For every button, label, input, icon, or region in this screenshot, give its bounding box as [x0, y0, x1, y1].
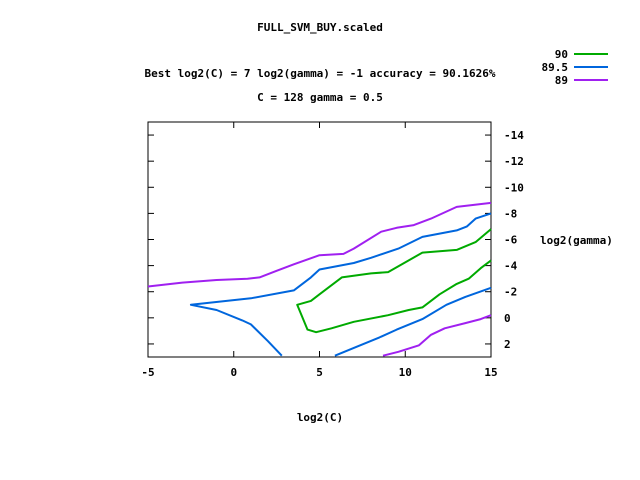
- y-tick-label: -10: [504, 181, 524, 194]
- x-axis: -5 0 5 10 15: [141, 122, 498, 379]
- y-axis-label: log2(gamma): [540, 234, 613, 247]
- y-tick-label: -14: [504, 129, 524, 142]
- contour-line-89-5: [189, 212, 492, 357]
- y-tick-label: -4: [504, 260, 518, 273]
- x-tick-label: -5: [141, 366, 154, 379]
- y-tick-label: -12: [504, 155, 524, 168]
- legend-label: 89.5: [542, 61, 569, 74]
- y-tick-label: -6: [504, 234, 518, 247]
- y-tick-label: 0: [504, 312, 511, 325]
- chart-title: FULL_SVM_BUY.scaled: [257, 21, 383, 34]
- y-tick-label: -2: [504, 286, 517, 299]
- legend-label: 90: [555, 48, 568, 61]
- contour-line-89: [382, 314, 492, 357]
- chart-subtitle-c-gamma: C = 128 gamma = 0.5: [257, 91, 383, 104]
- contour-lines: [147, 201, 492, 357]
- chart-subtitle-best: Best log2(C) = 7 log2(gamma) = -1 accura…: [145, 67, 496, 80]
- contour-line-89: [147, 201, 492, 288]
- legend-label: 89: [555, 74, 568, 87]
- y-axis: -14 -12 -10 -8 -6 -4 -2 0 2: [148, 129, 524, 351]
- x-tick-label: 10: [399, 366, 412, 379]
- y-tick-label: -8: [504, 207, 517, 220]
- y-tick-label: 2: [504, 338, 511, 351]
- x-tick-label: 0: [230, 366, 237, 379]
- contour-line-90: [296, 228, 492, 334]
- x-tick-label: 5: [316, 366, 323, 379]
- contour-line-89-5: [334, 286, 492, 357]
- x-tick-label: 15: [484, 366, 497, 379]
- plot-frame: [147, 121, 492, 358]
- x-axis-label: log2(C): [297, 411, 343, 424]
